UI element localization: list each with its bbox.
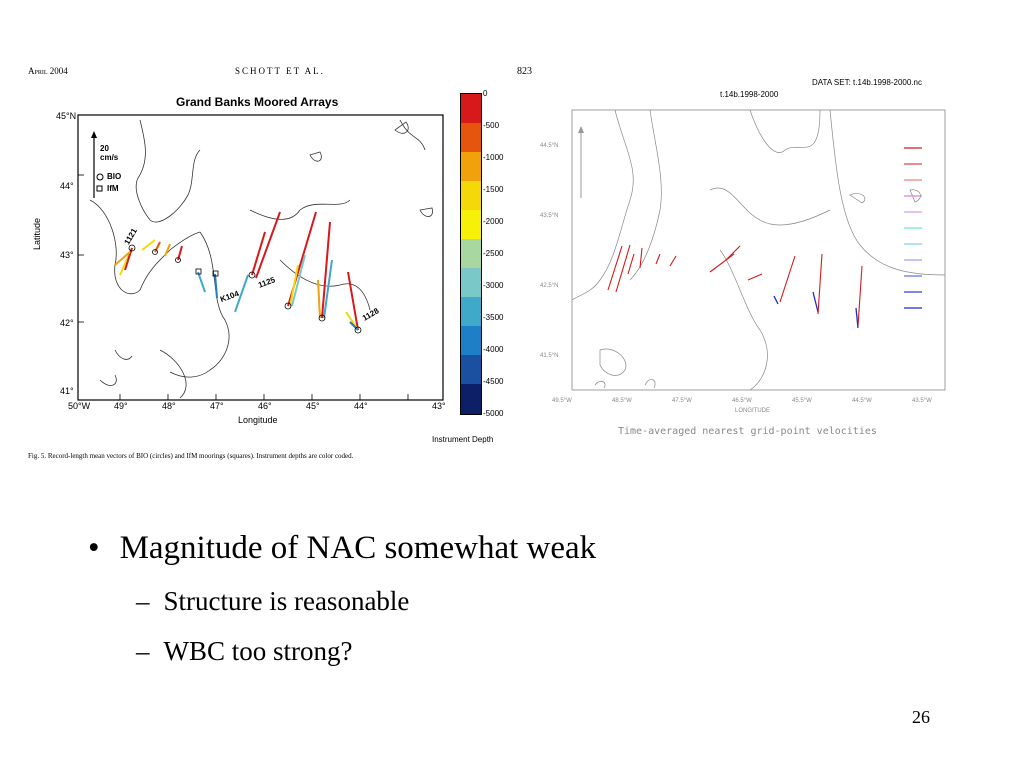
model-lon-label-48-5: 48.5°W <box>612 398 632 404</box>
colorbar-tick-5: -2500 <box>483 249 504 258</box>
colorbar-swatch-9 <box>461 355 481 384</box>
lon-label-48: 48° <box>162 401 176 411</box>
colorbar-swatch-2 <box>461 152 481 181</box>
y-axis-label: Latitude <box>32 217 42 250</box>
scale-units: cm/s <box>100 153 119 162</box>
colorbar-swatch-6 <box>461 268 481 297</box>
bullet-sub-2: – WBC too strong? <box>136 636 353 667</box>
ifm-legend-square-icon <box>96 185 103 192</box>
left-figure: April 2004 SCHOTT ET AL. 823 Grand Banks… <box>20 60 532 470</box>
colorbar-tick-9: -4500 <box>483 377 504 386</box>
colorbar-swatch-1 <box>461 123 481 152</box>
colorbar-swatch-7 <box>461 297 481 326</box>
colorbar-swatch-4 <box>461 210 481 239</box>
colorbar-swatch-8 <box>461 326 481 355</box>
bullet-sub-1-text: Structure is reasonable <box>163 586 410 616</box>
colorbar-label: Instrument Depth <box>432 435 494 444</box>
bullet-dot-icon: • <box>88 530 100 566</box>
model-lat-label-42-5: 42.5°N <box>540 283 559 289</box>
colorbar-swatch-5 <box>461 239 481 268</box>
model-lon-label-43-5: 43.5°W <box>912 398 932 404</box>
colorbar-tick-7: -3500 <box>483 313 504 322</box>
lon-label-49: 49° <box>114 401 128 411</box>
legend-bio-label: BIO <box>107 172 122 181</box>
journal-page: 823 <box>517 66 532 77</box>
bullet-sub-1: – Structure is reasonable <box>136 586 409 617</box>
colorbar-tick-0: 0 <box>483 89 488 98</box>
lon-label-47: 47° <box>210 401 224 411</box>
model-lon-label-49-5: 49.5°W <box>552 398 572 404</box>
model-lon-label-44-5: 44.5°W <box>852 398 872 404</box>
moored-arrays-map <box>77 114 444 401</box>
model-lat-label-43-5: 43.5°N <box>540 213 559 219</box>
journal-authors: SCHOTT ET AL. <box>235 66 325 76</box>
colorbar-tick-6: -3000 <box>483 281 504 290</box>
colorbar-tick-4: -2000 <box>483 217 504 226</box>
lat-label-45: 45°N <box>56 111 77 121</box>
figure-title: Grand Banks Moored Arrays <box>176 95 339 109</box>
colorbar-swatch-10 <box>461 384 481 414</box>
model-velocity-map <box>571 109 946 391</box>
colorbar-swatch-3 <box>461 181 481 210</box>
colorbar-tick-2: -1000 <box>483 153 504 162</box>
lon-label-45: 45° <box>306 401 320 411</box>
dash-icon: – <box>136 636 150 666</box>
x-axis-label: Longitude <box>238 415 278 425</box>
lon-label-43: 43° <box>432 401 446 411</box>
lon-label-44: 44° <box>354 401 368 411</box>
slide-number: 26 <box>912 707 930 727</box>
colorbar-tick-10: -5000 <box>483 409 504 418</box>
colorbar-tick-8: -4000 <box>483 345 504 354</box>
figure-caption: Fig. 5. Record-length mean vectors of BI… <box>28 452 354 460</box>
model-lat-label-44-5: 44.5°N <box>540 143 559 149</box>
dash-icon: – <box>136 586 150 616</box>
model-lon-label-45-5: 45.5°W <box>792 398 812 404</box>
model-map-frame <box>571 109 946 391</box>
right-figure: DATA SET: t.14b.1998-2000.nc t.14b.1998-… <box>530 70 960 450</box>
map-frame <box>77 114 444 401</box>
model-lon-label-47-5: 47.5°W <box>672 398 692 404</box>
lat-label-44: 44° <box>60 181 74 191</box>
journal-date: April 2004 <box>28 66 68 76</box>
scale-value: 20 <box>100 144 109 153</box>
dataset-label: DATA SET: t.14b.1998-2000.nc <box>812 78 922 87</box>
bullet-main: • Magnitude of NAC somewhat weak <box>88 530 596 567</box>
model-caption: Time-averaged nearest grid-point velocit… <box>618 426 877 437</box>
colorbar-tick-1: -500 <box>483 121 500 130</box>
lon-label-50: 50°W <box>68 401 91 411</box>
colorbar-tick-3: -1500 <box>483 185 504 194</box>
model-lat-label-41-5: 41.5°N <box>540 353 559 359</box>
lon-label-46: 46° <box>258 401 272 411</box>
lat-label-41: 41° <box>60 386 74 396</box>
depth-colorbar <box>460 93 482 415</box>
model-x-axis-label: LONGITUDE <box>735 408 771 414</box>
model-lon-label-46-5: 46.5°W <box>732 398 752 404</box>
bullet-main-text: Magnitude of NAC somewhat weak <box>119 530 597 566</box>
bio-legend-circle-icon <box>96 173 104 181</box>
dataset-subtitle: t.14b.1998-2000 <box>720 90 779 99</box>
legend-ifm-label: IfM <box>107 184 119 193</box>
bullet-sub-2-text: WBC too strong? <box>163 636 353 666</box>
colorbar-swatch-0 <box>461 94 481 123</box>
lat-label-42: 42° <box>60 318 74 328</box>
lat-label-43: 43° <box>60 250 74 260</box>
